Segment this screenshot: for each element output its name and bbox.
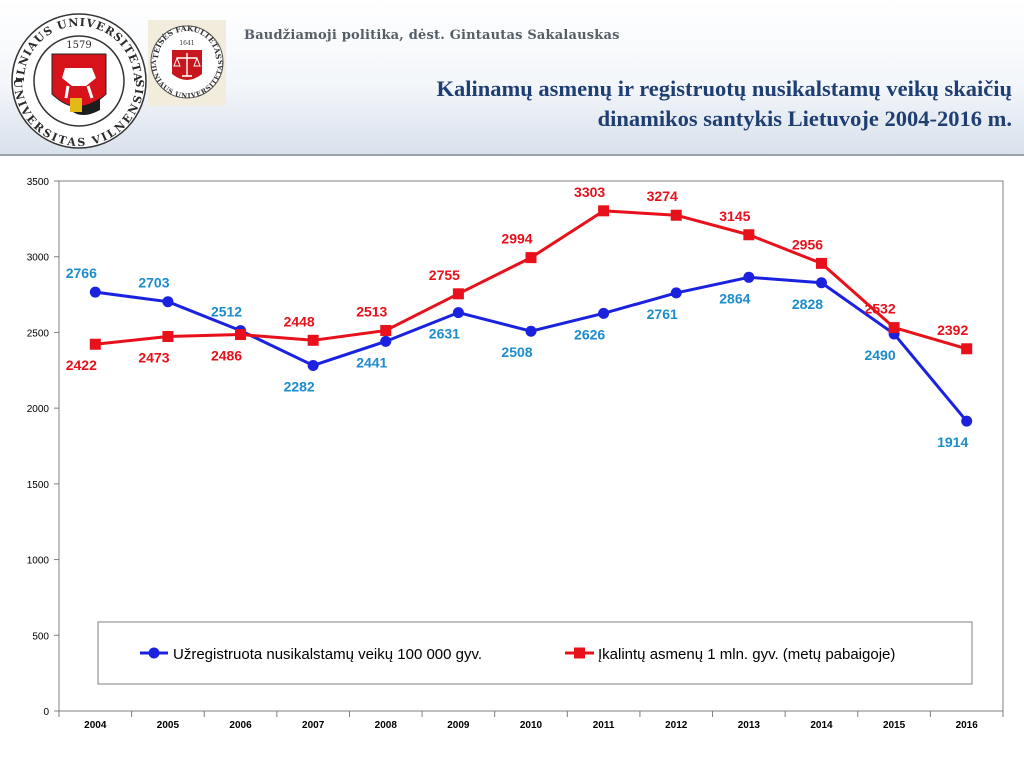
x-tick-label: 2015 (883, 720, 906, 731)
series-2-data-label: 2448 (284, 313, 315, 329)
y-tick-label: 3000 (27, 253, 50, 264)
x-tick-label: 2016 (956, 720, 979, 731)
legend-series-1-label: Užregistruota nusikalstamų veikų 100 000… (173, 646, 482, 663)
series-2-data-label: 3145 (719, 208, 750, 224)
series-1-data-label: 2828 (792, 296, 823, 312)
series-2-data-label: 3274 (647, 188, 678, 204)
series-1-data-label: 2512 (211, 304, 242, 320)
y-tick-label: 0 (43, 707, 49, 718)
logo-left-year: 1579 (66, 40, 91, 51)
series-1-data-label: 1914 (937, 434, 968, 450)
y-tick-label: 2000 (27, 404, 50, 415)
y-tick-label: 1000 (27, 556, 50, 567)
series-2-point (89, 338, 101, 350)
series-2-data-label: 2513 (356, 303, 387, 319)
series-2-point (815, 257, 827, 269)
slide-title-line-2: dinamikos santykis Lietuvoje 2004-2016 m… (597, 106, 1012, 131)
x-tick-label: 2014 (810, 720, 833, 731)
series-1-point (162, 296, 174, 308)
series-1-data-label: 2282 (284, 378, 315, 394)
series-2-point (380, 324, 392, 336)
y-tick-label: 500 (32, 631, 49, 642)
course-caption: Baudžiamoji politika, dėst. Gintautas Sa… (244, 28, 620, 43)
series-1-data-label: 2766 (66, 265, 97, 281)
slide-title: Kalinamų asmenų ir registruotų nusikalst… (292, 74, 1012, 134)
series-2-data-label: 2486 (211, 348, 242, 364)
series-2-data-label: 2532 (864, 301, 895, 317)
x-tick-label: 2012 (665, 720, 688, 731)
law-faculty-logo: TEISĖS FAKULTETAS VILNIAUS UNIVERSITETAS… (148, 20, 226, 106)
series-1-point (525, 325, 537, 337)
x-tick-label: 2011 (593, 720, 615, 731)
y-tick-label: 2500 (27, 328, 50, 339)
series-2-data-label: 3303 (574, 184, 605, 200)
line-chart: 0 500 1000 1500 2000 2500 3000 3500 2004 2005 2006… (27, 177, 1004, 731)
x-tick-label: 2010 (520, 720, 543, 731)
series-1-data-label: 2441 (356, 354, 387, 370)
vilnius-university-logo: VILNIAUS UNIVERSITETAS UNIVERSITAS VILNE… (10, 12, 147, 149)
legend-series-2-marker (574, 647, 585, 659)
series-1-point (307, 359, 319, 371)
series-2-point (452, 288, 464, 300)
series-2-point (961, 343, 973, 355)
series-2-point (598, 205, 610, 217)
slide-header: VILNIAUS UNIVERSITETAS UNIVERSITAS VILNE… (0, 0, 1024, 156)
series-1-data-label: 2631 (429, 326, 460, 342)
logo-right-year: 1641 (179, 40, 194, 47)
series-2-point (235, 329, 247, 341)
series-2-data-label: 2473 (138, 350, 169, 366)
series-1-data-label: 2761 (647, 306, 678, 322)
series-1-point (89, 286, 101, 298)
series-1-point (598, 307, 610, 319)
y-tick-label: 3500 (27, 177, 50, 188)
y-tick-label: 1500 (27, 480, 50, 491)
x-tick-label: 2008 (375, 720, 398, 731)
series-2-data-label: 2392 (937, 322, 968, 338)
series-2-data-label: 2956 (792, 236, 823, 252)
series-2-point (743, 229, 755, 241)
chart-area: 0 500 1000 1500 2000 2500 3000 3500 2004 2005 2006… (0, 158, 1024, 768)
series-1-data-label: 2508 (501, 344, 532, 360)
series-2-point (525, 252, 537, 264)
slide-title-line-1: Kalinamų asmenų ir registruotų nusikalst… (436, 76, 1012, 101)
series-1-point (961, 415, 973, 427)
legend-series-2-label: Įkalintų asmenų 1 mln. gyv. (metų pabaig… (598, 646, 895, 663)
x-tick-label: 2013 (738, 720, 761, 731)
x-tick-label: 2009 (447, 720, 470, 731)
series-1-point (743, 271, 755, 283)
x-tick-label: 2004 (84, 720, 107, 731)
series-1-data-label: 2864 (719, 290, 750, 306)
series-1-point (380, 335, 392, 347)
series-1-data-label: 2490 (864, 347, 895, 363)
series-2-point (670, 209, 682, 221)
x-tick-label: 2007 (302, 720, 325, 731)
series-1-point (452, 307, 464, 319)
series-2-point (162, 331, 174, 343)
x-tick-label: 2005 (157, 720, 180, 731)
legend-box (97, 621, 973, 685)
series-2-data-label: 2994 (501, 231, 532, 247)
x-tick-label: 2006 (229, 720, 252, 731)
series-2-data-label: 2422 (66, 357, 97, 373)
series-1-point (815, 277, 827, 289)
series-1-data-label: 2703 (138, 275, 169, 291)
series-2-data-label: 2755 (429, 267, 460, 283)
series-1-point (670, 287, 682, 299)
legend-series-1-marker (148, 647, 160, 659)
series-2-point (888, 322, 900, 334)
series-2-point (307, 334, 319, 346)
series-1-data-label: 2626 (574, 326, 605, 342)
